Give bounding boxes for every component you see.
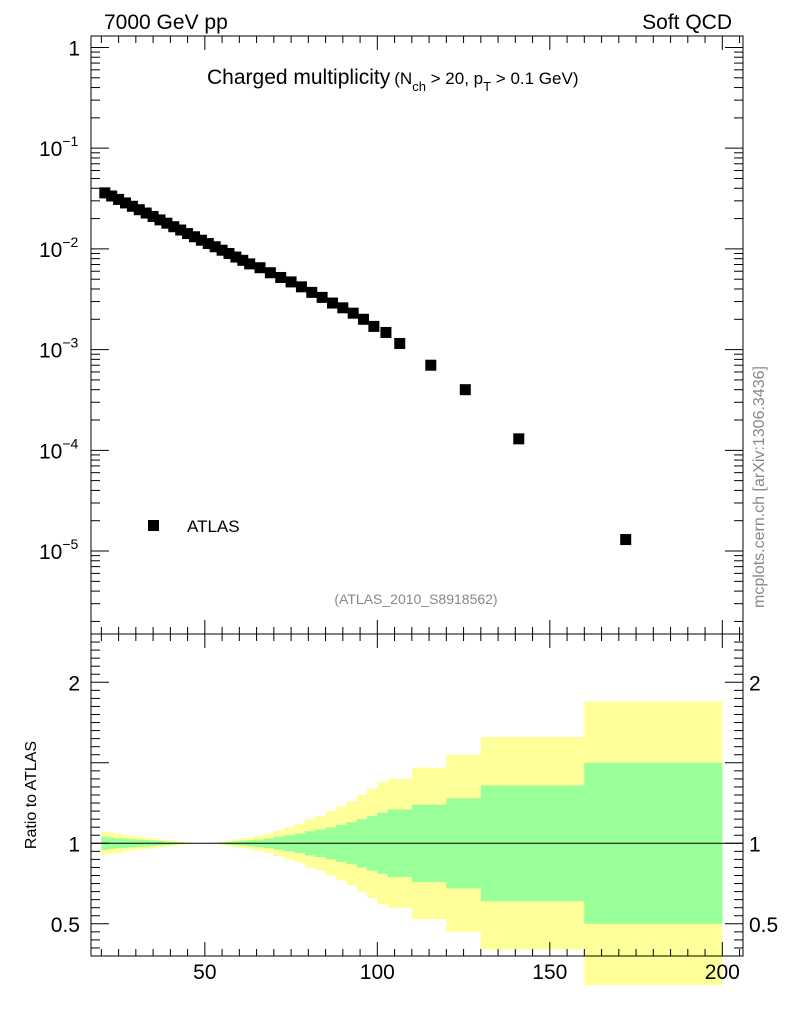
atlas-data-point — [326, 297, 338, 309]
ratio-y-tick-label-right: 0.5 — [749, 914, 778, 937]
main-y-tick-label: 10−2 — [39, 234, 79, 262]
legend-label: ATLAS — [187, 517, 240, 536]
atlas-data-point — [140, 207, 152, 219]
title-main: Charged multiplicity — [207, 66, 391, 89]
energy-label: 7000 GeV pp — [104, 11, 228, 34]
atlas-data-point — [147, 210, 159, 222]
atlas-data-point — [230, 251, 242, 263]
atlas-data-point — [295, 281, 307, 293]
atlas-data-point — [168, 221, 180, 233]
atlas-data-point — [358, 313, 370, 325]
atlas-data-point — [106, 190, 118, 202]
atlas-data-point — [380, 326, 392, 338]
atlas-data-point — [188, 231, 200, 243]
title-cut-n: (N — [394, 69, 412, 88]
atlas-data-point — [223, 248, 235, 260]
ratio-y-tick-labels: 0.5 0.5 1 1 2 2 — [51, 672, 778, 937]
ratio-y-tick-label-left: 0.5 — [51, 914, 80, 937]
atlas-data-point — [209, 241, 221, 253]
atlas-data-point — [195, 234, 207, 246]
title-cut-p-sub: T — [483, 79, 491, 94]
atlas-data-point — [316, 291, 328, 303]
atlas-data-point — [133, 204, 145, 216]
atlas-data-point — [216, 244, 228, 256]
ratio-y-tick-label-left: 1 — [68, 833, 80, 856]
title-cut-end: > 0.1 GeV) — [491, 69, 578, 88]
ratio-y-axis-label: Ratio to ATLAS — [23, 741, 40, 849]
atlas-data-point — [513, 433, 525, 445]
x-tick-label: 200 — [705, 961, 740, 984]
atlas-data-point — [119, 197, 131, 209]
watermark: mcplots.cern.ch [arXiv:1306.3436] — [751, 366, 768, 608]
main-y-tick-labels: 1 10−1 10−2 10−3 10−4 10−5 — [39, 37, 80, 564]
atlas-data-point — [182, 228, 194, 240]
atlas-data-point — [202, 238, 214, 250]
atlas-data-point — [154, 214, 166, 226]
atlas-data-point — [254, 262, 266, 274]
category-label: Soft QCD — [642, 11, 732, 34]
main-axis-ticks — [91, 36, 743, 634]
atlas-data-point — [306, 286, 318, 298]
main-y-tick-label: 1 — [68, 37, 80, 60]
title-cut-n-sub: ch — [412, 79, 426, 94]
atlas-data-point — [620, 534, 632, 546]
atlas-data-point — [161, 217, 173, 229]
ratio-y-tick-label-left: 2 — [68, 672, 80, 695]
main-panel-frame — [90, 35, 744, 635]
ratio-panel: 0.5 0.5 1 1 2 2 50 100 150 200 — [51, 633, 778, 985]
ratio-axis-ticks — [91, 633, 743, 956]
atlas-data-point — [347, 307, 359, 319]
x-tick-label: 150 — [532, 961, 567, 984]
atlas-data-point — [237, 254, 249, 266]
atlas-data-point — [126, 200, 138, 212]
ratio-x-tick-labels: 50 100 150 200 — [193, 961, 740, 984]
atlas-data-point — [244, 258, 256, 270]
x-tick-label: 100 — [360, 961, 395, 984]
atlas-data-point — [99, 187, 111, 199]
plot-title: Charged multiplicity (Nch > 20, pT > 0.1 … — [207, 66, 579, 94]
atlas-data-point — [459, 384, 471, 396]
main-y-tick-label: 10−3 — [39, 335, 79, 363]
title-cut-mid: > 20, p — [426, 69, 483, 88]
atlas-data-point — [275, 271, 287, 283]
ratio-y-tick-label-right: 2 — [749, 672, 761, 695]
atlas-data-point — [175, 224, 187, 236]
atlas-data-point — [113, 193, 125, 205]
main-y-tick-label: 10−5 — [39, 536, 79, 564]
main-y-tick-label: 10−4 — [39, 435, 79, 463]
atlas-data-point — [337, 302, 349, 314]
atlas-data-point — [425, 359, 437, 371]
analysis-tag: (ATLAS_2010_S8918562) — [334, 591, 497, 607]
ratio-y-tick-label-right: 1 — [749, 833, 761, 856]
legend: ATLAS — [148, 517, 240, 536]
main-panel: 1 10−1 10−2 10−3 10−4 10−5 — [39, 35, 744, 635]
main-y-tick-label: 10−1 — [39, 133, 79, 161]
atlas-data-points — [99, 187, 632, 546]
atlas-data-point — [368, 320, 380, 332]
x-tick-label: 50 — [193, 961, 216, 984]
atlas-data-point — [394, 337, 406, 349]
atlas-data-point — [264, 267, 276, 279]
atlas-data-point — [285, 276, 297, 288]
legend-marker — [148, 520, 159, 531]
